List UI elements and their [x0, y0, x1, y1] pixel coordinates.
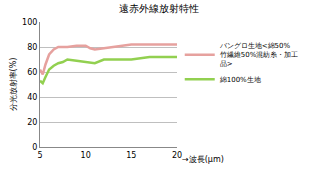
svg-text:遠赤外線放射特性: 遠赤外線放射特性 — [119, 3, 199, 14]
svg-text:100: 100 — [22, 18, 37, 27]
svg-text:15: 15 — [126, 151, 136, 160]
svg-text:20: 20 — [27, 118, 37, 127]
svg-text:60: 60 — [27, 68, 37, 77]
svg-text:→波長(μm): →波長(μm) — [182, 155, 224, 164]
svg-text:20: 20 — [172, 151, 182, 160]
svg-text:80: 80 — [27, 43, 37, 52]
svg-text:10: 10 — [81, 151, 91, 160]
svg-text:0: 0 — [32, 143, 37, 152]
svg-text:5: 5 — [37, 151, 42, 160]
svg-text:バングロ生地<綿50% 竹繊維50%混紡糸・加工品>: バングロ生地<綿50% 竹繊維50%混紡糸・加工品> — [219, 42, 299, 68]
svg-text:分光放射率(%): 分光放射率(%) — [9, 58, 18, 112]
svg-text:40: 40 — [27, 93, 37, 102]
svg-text:綿100%生地: 綿100%生地 — [219, 76, 261, 84]
